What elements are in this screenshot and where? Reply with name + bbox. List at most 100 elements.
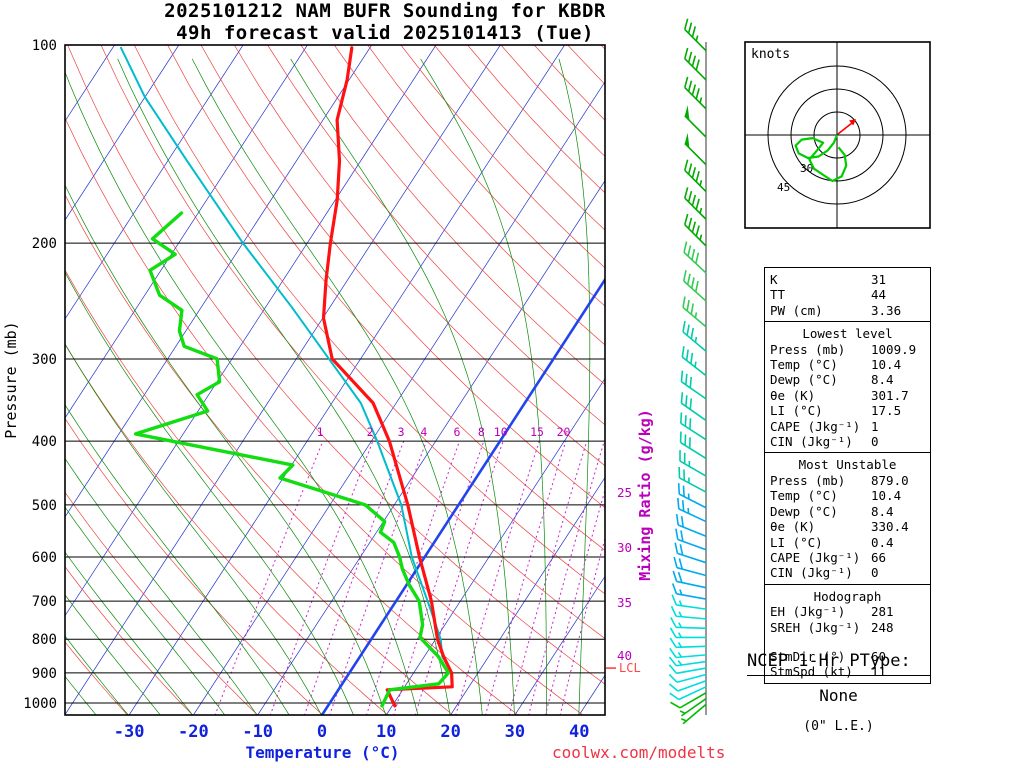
index-label: StmDir (°): [770, 648, 846, 664]
index-row: TT 44: [765, 287, 930, 302]
wind-barb: [679, 450, 707, 477]
moist-adiabats-group: [65, 58, 591, 715]
wind-barb: [669, 637, 707, 649]
index-value: 879.0: [871, 472, 909, 488]
svg-text:20: 20: [557, 425, 571, 439]
index-label: CIN (Jkg⁻¹): [770, 434, 853, 450]
index-row: Press (mb) 1009.9: [765, 342, 930, 357]
index-label: Dewp (°C): [770, 503, 838, 519]
index-value: 10.4: [871, 488, 902, 504]
svg-text:600: 600: [32, 550, 57, 566]
svg-text:4: 4: [420, 425, 427, 439]
indices-section-header: Hodograph: [813, 588, 882, 604]
wind-barbs-group: [668, 18, 707, 725]
indices-section-header: Lowest level: [802, 326, 893, 342]
hodograph-ring-label-30: 30: [800, 162, 813, 175]
indices-panel: K 31 TT 44 PW (cm) 3.36 Lowest level Press (mb)…: [764, 267, 931, 684]
wind-barb: [674, 542, 707, 564]
chart-title-line1: 2025101212 NAM BUFR Sounding for KBDR: [164, 0, 606, 22]
index-label: θe (K): [770, 519, 816, 535]
index-row: LI (°C) 0.4: [765, 535, 930, 550]
wind-barb: [668, 656, 707, 667]
wind-barb: [668, 679, 707, 692]
svg-text:LCL: LCL: [619, 661, 641, 675]
index-row: θe (K) 301.7: [765, 388, 930, 403]
index-value: 248: [871, 619, 894, 635]
wind-barb: [682, 320, 707, 352]
svg-text:-10: -10: [242, 722, 273, 742]
mixing-ratio-labels: 1 2 3 4 6 8 10 15 20 25 30 35 40: [317, 425, 632, 663]
index-label: Temp (°C): [770, 488, 838, 504]
indices-section-header: Most Unstable: [798, 457, 897, 473]
index-value: 60: [871, 648, 887, 664]
svg-text:40: 40: [617, 648, 632, 663]
wind-barb: [669, 686, 707, 701]
index-row: EH (Jkg⁻¹) 281: [765, 604, 930, 619]
index-row: Dewp (°C) 8.4: [765, 372, 930, 387]
svg-text:2: 2: [367, 425, 374, 439]
svg-text:3: 3: [398, 425, 405, 439]
wind-barb: [668, 673, 707, 684]
index-row: Temp (°C) 10.4: [765, 488, 930, 503]
temperature-tick-labels: -30 -20 -10 0 10 20 30 40: [114, 722, 590, 742]
index-value: 8.4: [871, 503, 894, 519]
wind-barb: [678, 466, 707, 493]
svg-text:25: 25: [617, 485, 632, 500]
svg-text:6: 6: [453, 425, 460, 439]
svg-text:900: 900: [32, 666, 57, 682]
index-row: SREH (Jkg⁻¹) 248: [765, 620, 930, 635]
index-row: Temp (°C) 10.4: [765, 357, 930, 372]
index-label: LI (°C): [770, 534, 823, 550]
ptype-panel: NCEP 1-Hr PType: None (0" L.E.): [747, 651, 930, 734]
wind-barb: [675, 528, 707, 551]
index-value: 0: [871, 565, 879, 581]
wind-barb: [684, 76, 707, 110]
index-row: CAPE (Jkg⁻¹) 1: [765, 419, 930, 434]
svg-text:15: 15: [530, 425, 544, 439]
wind-barb: [669, 648, 707, 659]
svg-text:1: 1: [317, 425, 324, 439]
watermark-link[interactable]: coolwx.com/modelts: [552, 743, 726, 762]
wind-barb: [671, 594, 707, 610]
wind-barb: [679, 698, 707, 717]
svg-text:500: 500: [32, 498, 57, 514]
wind-barb: [684, 132, 707, 166]
mixing-ratio-axis-label: Mixing Ratio (g/kg): [636, 409, 654, 581]
pressure-tick-labels: 100 200 300 400 500 600 700 800 900 1000: [23, 38, 57, 712]
index-value: 1: [871, 418, 879, 434]
chart-title: 2025101212 NAM BUFR Sounding for KBDR 49…: [100, 0, 670, 44]
wind-barb: [684, 187, 707, 220]
lcl-marker: LCL: [606, 661, 641, 675]
wind-barb: [684, 105, 707, 138]
index-value: 301.7: [871, 387, 909, 403]
index-row: CIN (Jkg⁻¹) 0: [765, 434, 930, 449]
index-label: Temp (°C): [770, 357, 838, 373]
wind-barb: [684, 18, 707, 52]
wind-barb: [683, 241, 707, 274]
index-label: CIN (Jkg⁻¹): [770, 565, 853, 581]
svg-text:10: 10: [494, 425, 508, 439]
index-row: Dewp (°C) 8.4: [765, 504, 930, 519]
hodograph-ring-label-45: 45: [777, 181, 790, 194]
index-row: CAPE (Jkg⁻¹) 66: [765, 550, 930, 565]
wind-barb: [670, 605, 707, 620]
index-value: 1009.9: [871, 341, 917, 357]
svg-text:10: 10: [376, 722, 396, 742]
storm-motion-arrow: [837, 119, 856, 135]
index-row: θe (K) 330.4: [765, 519, 930, 534]
index-label: Dewp (°C): [770, 372, 838, 388]
svg-text:8: 8: [478, 425, 485, 439]
svg-text:-30: -30: [114, 722, 145, 742]
index-value: 10.4: [871, 357, 902, 373]
index-value: 330.4: [871, 519, 909, 535]
indices-section: Hodograph EH (Jkg⁻¹) 281 SREH (Jkg⁻¹) 248 Stm…: [765, 583, 930, 683]
wind-barb: [681, 346, 707, 377]
dewpoint-profile-line: [133, 211, 451, 708]
wind-barb: [681, 703, 707, 725]
svg-text:0: 0: [317, 722, 327, 742]
hodograph-trace: [794, 134, 848, 183]
index-value: 0.4: [871, 534, 894, 550]
hodograph-box: knots 30 45: [744, 41, 931, 229]
